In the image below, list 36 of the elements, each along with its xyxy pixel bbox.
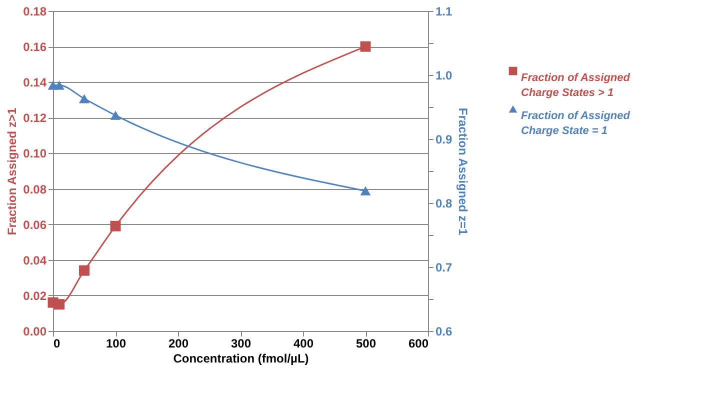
y-tick-label: 0.18: [23, 4, 47, 18]
x-tick-label: 0: [54, 336, 60, 350]
x-tick-label: 400: [293, 336, 314, 350]
y2-tick-label: 0.9: [436, 132, 453, 146]
y-tick-label: 0.12: [23, 111, 47, 126]
y2-axis-title: Fraction Assigned z=1: [456, 108, 470, 236]
point: [360, 41, 371, 52]
x-tick-label: 500: [356, 336, 376, 350]
x-tick-label: 200: [168, 336, 189, 350]
point: [360, 186, 371, 196]
y2-tick-label: 0.7: [436, 260, 453, 274]
y-tick-label: 0.10: [23, 146, 47, 161]
point: [54, 299, 64, 310]
y-tick-label: 0.04: [23, 253, 47, 268]
y-tick-label: 0.16: [23, 40, 47, 54]
x-tick-label: 600: [408, 336, 429, 350]
legend-label: Fraction of Assigned Charge State = 1: [521, 110, 630, 137]
y2-tick-label: 1.0: [436, 68, 453, 82]
y2-tick-label: 0.8: [436, 196, 453, 210]
point: [54, 80, 64, 90]
point: [79, 265, 90, 276]
x-tick-label: 100: [106, 336, 126, 350]
y-axis-title: Fraction Assigned z>1: [5, 108, 20, 236]
point: [110, 110, 121, 120]
y-tick-label: 0.14: [23, 76, 47, 90]
x-axis-title: Concentration (fmol/µL): [173, 352, 309, 366]
y2-tick-label: 0.6: [436, 324, 453, 338]
point: [79, 94, 90, 104]
y-tick-label: 0.08: [23, 182, 47, 196]
y-tick-label: 0.06: [23, 218, 47, 232]
y-tick-label: 0.00: [23, 324, 47, 338]
legend-label: Fraction of Assigned Charge States > 1: [521, 72, 630, 99]
x-tick-label: 300: [230, 336, 252, 350]
y2-tick-label: 1.1: [436, 4, 453, 18]
point: [110, 220, 121, 232]
y-tick-label: 0.02: [23, 288, 47, 303]
